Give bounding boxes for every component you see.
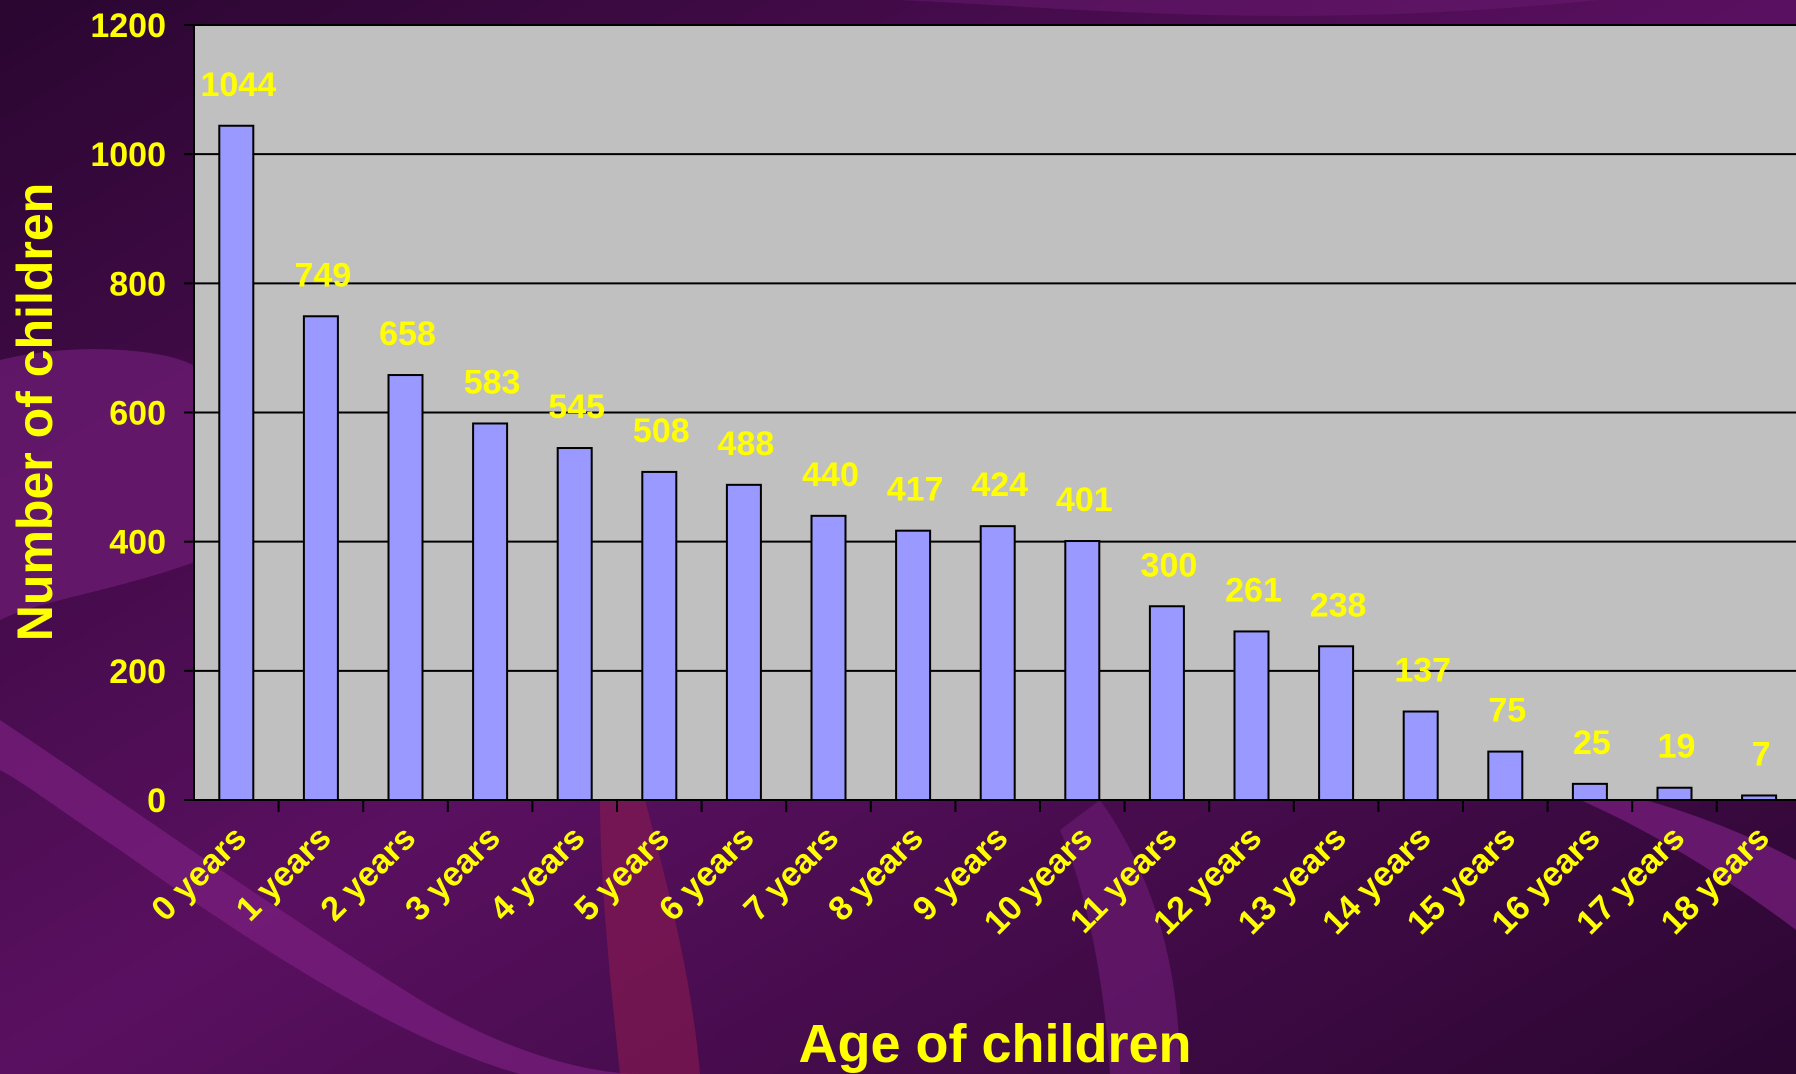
y-tick-label: 1000 xyxy=(90,136,166,174)
bar xyxy=(1656,786,1693,802)
bar-data-label: 1044 xyxy=(200,66,276,104)
bar xyxy=(895,529,932,801)
bar-data-label: 488 xyxy=(718,425,775,463)
bar xyxy=(387,374,424,801)
bar-data-label: 440 xyxy=(802,456,859,494)
bar-data-label: 583 xyxy=(464,363,521,401)
y-axis-title: Number of children xyxy=(7,183,63,641)
y-tick-label: 1200 xyxy=(90,7,166,45)
bar xyxy=(472,422,509,801)
bar-data-label: 261 xyxy=(1225,571,1282,609)
bar-data-label: 508 xyxy=(633,412,690,450)
y-tick-label: 800 xyxy=(109,265,166,303)
bar-data-label: 19 xyxy=(1658,728,1696,766)
y-tick-label: 200 xyxy=(109,653,166,691)
bar xyxy=(1064,540,1101,801)
bar xyxy=(1148,605,1185,801)
x-tick-label: 7 years xyxy=(736,819,846,929)
x-tick-label: 4 years xyxy=(483,819,593,929)
bar xyxy=(556,447,593,801)
x-tick-label: 5 years xyxy=(567,819,677,929)
y-tick-label: 600 xyxy=(109,395,166,433)
bar xyxy=(1487,750,1524,801)
bar xyxy=(1402,710,1439,801)
bar xyxy=(1233,630,1270,801)
bar-data-label: 137 xyxy=(1394,652,1451,690)
bar xyxy=(725,483,762,801)
x-tick-label: 2 years xyxy=(313,819,423,929)
bar xyxy=(218,124,255,801)
bar xyxy=(641,470,678,801)
bar-data-label: 238 xyxy=(1310,586,1367,624)
bar xyxy=(979,525,1016,802)
x-tick-label: 8 years xyxy=(821,819,931,929)
bar-data-label: 25 xyxy=(1573,724,1611,762)
bar-data-label: 300 xyxy=(1141,546,1198,584)
bar xyxy=(1318,645,1355,802)
x-tick-label: 6 years xyxy=(652,819,762,929)
bar-data-label: 658 xyxy=(379,315,436,353)
bar-data-label: 75 xyxy=(1488,692,1526,730)
bar-data-label: 749 xyxy=(295,256,352,294)
bar-data-label: 417 xyxy=(887,471,944,509)
bar xyxy=(1571,782,1608,802)
bar xyxy=(302,315,339,801)
bar-data-label: 7 xyxy=(1752,735,1771,773)
y-axis-tick-labels: 0 200 400 600 800 1000 1200 xyxy=(90,7,166,820)
x-tick-label: 3 years xyxy=(398,819,508,929)
y-tick-label: 0 xyxy=(147,782,166,820)
y-tick-label: 400 xyxy=(109,524,166,562)
x-tick-label: 1 years xyxy=(229,819,339,929)
bar-data-label: 424 xyxy=(971,466,1028,504)
bar-data-label: 401 xyxy=(1056,481,1113,519)
bar xyxy=(810,514,847,801)
bar-data-label: 545 xyxy=(548,388,605,426)
x-axis-title: Age of children xyxy=(798,1014,1191,1074)
data-labels: 1044 749 658 583 545 508 488 440 417 424 401 300 261… xyxy=(200,66,1770,774)
x-tick-label: 0 years xyxy=(144,819,254,929)
